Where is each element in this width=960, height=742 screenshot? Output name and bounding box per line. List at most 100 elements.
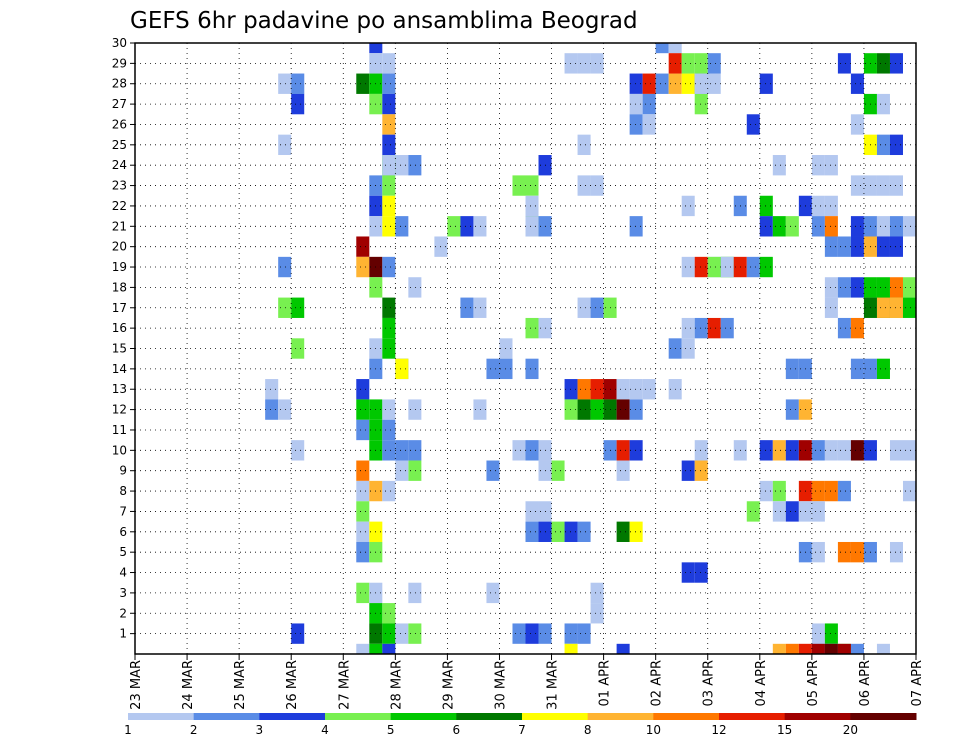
x-tick-label: 02 APR <box>650 660 665 706</box>
heatmap-cell <box>408 623 422 644</box>
heatmap-cell <box>382 53 396 74</box>
legend-threshold-label: 1 <box>124 723 132 737</box>
heatmap-cell <box>837 440 851 461</box>
y-tick-label: 2 <box>119 606 127 620</box>
heatmap-cell <box>460 216 474 237</box>
heatmap-cell <box>265 379 279 400</box>
y-tick-label: 17 <box>112 301 127 315</box>
heatmap-cell <box>590 399 604 420</box>
heatmap-cell <box>590 603 604 624</box>
heatmap-cell <box>759 216 773 237</box>
x-tick-label: 06 APR <box>858 660 873 706</box>
heatmap-cell <box>876 53 890 74</box>
heatmap-cell <box>837 541 851 563</box>
heatmap-cell <box>447 216 461 237</box>
y-tick-label: 27 <box>112 97 127 111</box>
heatmap-cell <box>460 297 474 318</box>
heatmap-cell <box>746 501 760 522</box>
heatmap-cell <box>629 440 643 461</box>
heatmap-cell <box>837 277 851 298</box>
heatmap-cell <box>382 73 396 94</box>
heatmap-cell <box>395 358 409 380</box>
heatmap-cell <box>889 541 903 563</box>
heatmap-cell <box>408 399 422 420</box>
heatmap-cell <box>551 460 565 481</box>
heatmap-cell <box>850 216 864 237</box>
heatmap-cell <box>382 93 396 115</box>
heatmap-cell <box>824 277 838 298</box>
heatmap-cell <box>291 440 305 461</box>
heatmap-cell <box>811 480 825 502</box>
heatmap-cell <box>356 541 370 563</box>
heatmap-cell <box>486 460 500 481</box>
heatmap-cell <box>382 317 396 339</box>
legend-threshold-label: 7 <box>518 723 526 737</box>
x-axis: 23 MAR 24 MAR 25 MAR 26 MAR 27 MAR 28 MAR 29 M… <box>129 654 925 710</box>
heatmap-cell <box>811 623 825 644</box>
heatmap-cell <box>395 460 409 481</box>
heatmap-cell <box>837 53 851 74</box>
heatmap-cell <box>356 460 370 481</box>
x-tick-label: 01 APR <box>598 660 613 706</box>
y-tick-label: 6 <box>119 525 127 539</box>
heatmap-cell <box>525 216 539 237</box>
x-tick-label: 27 MAR <box>337 660 352 710</box>
chart-title: GEFS 6hr padavine po ansamblima Beograd <box>130 8 638 34</box>
heatmap-cell <box>356 379 370 400</box>
heatmap-cell <box>486 582 500 604</box>
heatmap-cell <box>837 643 851 654</box>
heatmap-cell <box>824 623 838 644</box>
heatmap-cell <box>356 419 370 441</box>
heatmap-cell <box>382 256 396 278</box>
heatmap-cell <box>850 175 864 196</box>
legend-threshold-label: 4 <box>321 723 329 737</box>
legend-swatch <box>587 713 654 720</box>
heatmap-cell <box>785 440 799 461</box>
heatmap-cell <box>642 73 656 94</box>
heatmap-cell <box>577 297 591 318</box>
heatmap-cell <box>902 440 916 461</box>
legend-threshold-label: 10 <box>646 723 661 737</box>
heatmap-cell <box>824 480 838 502</box>
heatmap-cell <box>889 297 903 318</box>
heatmap-cell <box>876 297 890 318</box>
heatmap-cell <box>291 297 305 318</box>
heatmap-cell <box>382 175 396 196</box>
heatmap-cell <box>668 43 682 54</box>
heatmap-cell <box>824 155 838 176</box>
heatmap-cell <box>356 399 370 420</box>
heatmap-cell <box>681 53 695 74</box>
heatmap-cell <box>876 358 890 380</box>
heatmap-cell <box>395 623 409 644</box>
y-tick-label: 19 <box>112 260 127 274</box>
heatmap-cell <box>759 195 773 217</box>
heatmap-cell <box>577 53 591 74</box>
heatmap-cell <box>681 73 695 94</box>
heatmap-cell <box>655 43 669 54</box>
x-tick-label: 26 MAR <box>285 660 300 710</box>
heatmap-cell <box>694 317 708 339</box>
heatmap-cell <box>889 277 903 298</box>
heatmap-cell <box>356 501 370 522</box>
heatmap-cell <box>473 399 487 420</box>
heatmap-cell <box>824 216 838 237</box>
x-tick-label: 23 MAR <box>129 660 144 710</box>
heatmap-cell <box>694 93 708 115</box>
heatmap-cell <box>291 623 305 644</box>
y-tick-label: 3 <box>119 586 127 600</box>
heatmap-cell <box>681 460 695 481</box>
heatmap-cell <box>759 440 773 461</box>
heatmap-cell <box>642 379 656 400</box>
heatmap-cell <box>707 73 721 94</box>
heatmap-cell <box>850 541 864 563</box>
y-tick-label: 25 <box>112 138 127 152</box>
heatmap-cell <box>850 73 864 94</box>
heatmap-cell <box>577 379 591 400</box>
heatmap-cell <box>291 338 305 359</box>
heatmap-cell <box>824 297 838 318</box>
legend-swatch <box>456 713 523 720</box>
heatmap-cell <box>837 236 851 257</box>
heatmap-cell <box>850 236 864 257</box>
legend-threshold-label: 8 <box>584 723 592 737</box>
heatmap-cell <box>876 216 890 237</box>
